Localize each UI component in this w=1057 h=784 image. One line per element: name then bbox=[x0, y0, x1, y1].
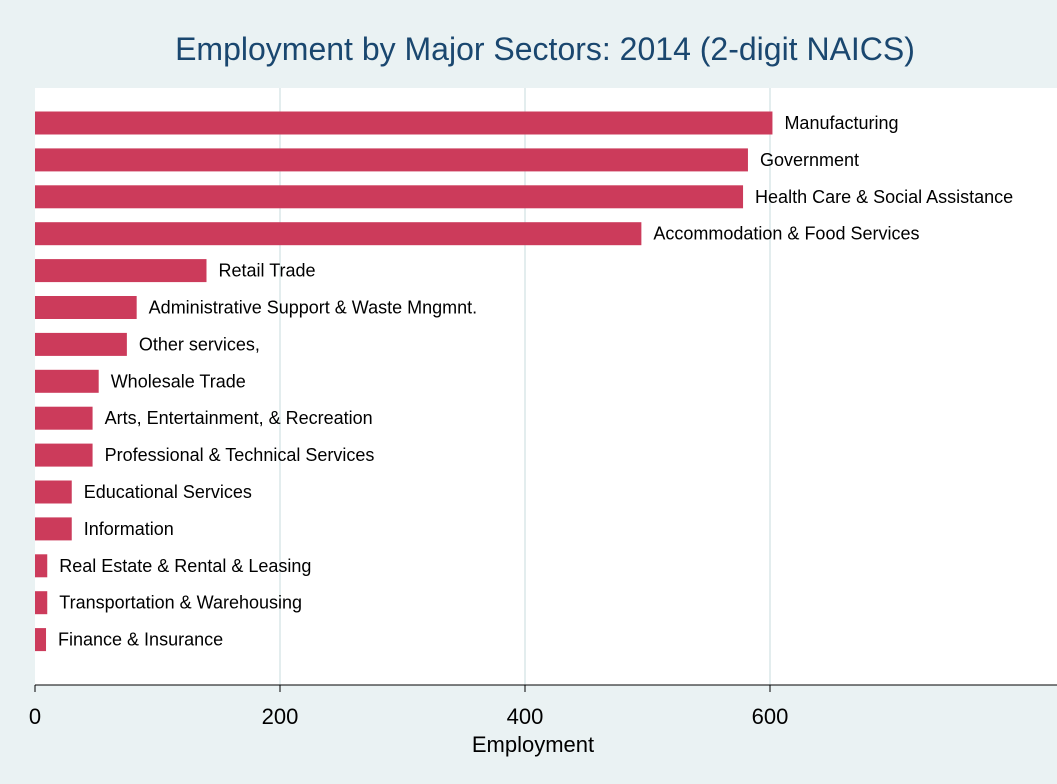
bar-transportation-warehousing bbox=[35, 591, 48, 615]
bar-label-wholesale-trade: Wholesale Trade bbox=[111, 371, 246, 391]
bar-other-services bbox=[35, 332, 127, 356]
bar-educational-services bbox=[35, 480, 72, 504]
bar-information bbox=[35, 517, 72, 541]
bar-professional-technical-services bbox=[35, 443, 93, 467]
bar-accommodation-food-services bbox=[35, 222, 642, 246]
bar-label-real-estate-rental-leasing: Real Estate & Rental & Leasing bbox=[59, 556, 311, 576]
x-axis-ticks: 0 200 400 600 bbox=[29, 685, 788, 729]
bars-group bbox=[35, 111, 773, 652]
chart-title: Employment by Major Sectors: 2014 (2-dig… bbox=[175, 31, 915, 67]
bar-arts-entertainment-recreation bbox=[35, 406, 93, 430]
bar-label-finance-insurance: Finance & Insurance bbox=[58, 630, 223, 650]
x-tick-label-0: 0 bbox=[29, 704, 41, 729]
bar-label-administrative-support-waste-mngmnt: Administrative Support & Waste Mngmnt. bbox=[149, 298, 477, 318]
x-tick-label-400: 400 bbox=[507, 704, 544, 729]
bar-health-care-social-assistance bbox=[35, 185, 744, 209]
bar-label-information: Information bbox=[84, 519, 174, 539]
bar-label-manufacturing: Manufacturing bbox=[784, 113, 898, 133]
bar-label-retail-trade: Retail Trade bbox=[219, 261, 316, 281]
bar-labels-group: Manufacturing Government Health Care & Soc… bbox=[58, 113, 1013, 650]
bar-label-educational-services: Educational Services bbox=[84, 482, 252, 502]
bar-label-health-care-social-assistance: Health Care & Social Assistance bbox=[755, 187, 1013, 207]
bar-retail-trade bbox=[35, 259, 207, 283]
bar-label-accommodation-food-services: Accommodation & Food Services bbox=[653, 224, 919, 244]
x-tick-label-600: 600 bbox=[752, 704, 789, 729]
x-axis-title: Employment bbox=[472, 732, 594, 757]
bar-finance-insurance bbox=[35, 628, 47, 652]
bar-manufacturing bbox=[35, 111, 773, 135]
bar-real-estate-rental-leasing bbox=[35, 554, 48, 578]
bar-government bbox=[35, 148, 748, 172]
bar-label-professional-technical-services: Professional & Technical Services bbox=[105, 445, 375, 465]
bar-wholesale-trade bbox=[35, 369, 99, 393]
bar-label-transportation-warehousing: Transportation & Warehousing bbox=[59, 593, 302, 613]
bar-label-other-services: Other services, bbox=[139, 334, 260, 354]
bar-label-government: Government bbox=[760, 150, 859, 170]
bar-label-arts-entertainment-recreation: Arts, Entertainment, & Recreation bbox=[105, 408, 373, 428]
x-tick-label-200: 200 bbox=[262, 704, 299, 729]
bar-administrative-support-waste-mngmnt bbox=[35, 296, 137, 319]
